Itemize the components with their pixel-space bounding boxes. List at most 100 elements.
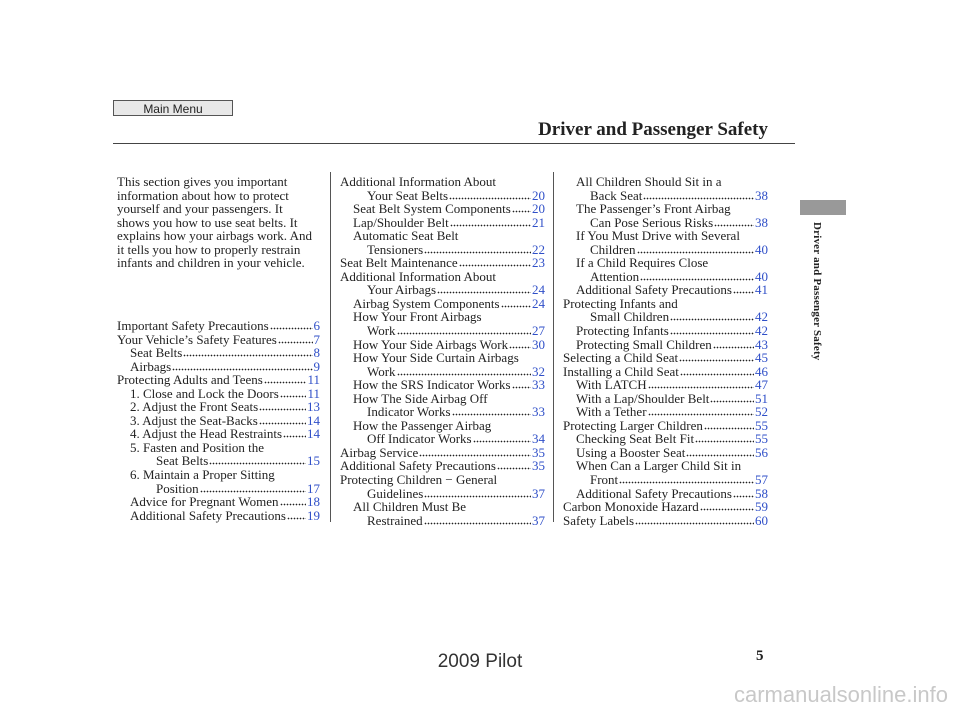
- toc-text: How Your Side Airbags Work: [353, 336, 509, 352]
- toc-page[interactable]: 35: [532, 458, 545, 474]
- toc-line: How Your Front Airbags: [353, 309, 482, 325]
- toc-page[interactable]: 33: [532, 404, 545, 420]
- toc-page[interactable]: 38: [755, 214, 768, 230]
- toc-entry: How Your Side Airbags Work 30: [340, 338, 545, 352]
- toc-page[interactable]: 55: [755, 417, 768, 433]
- toc-page[interactable]: 6: [313, 318, 321, 333]
- toc-entry: Front 57: [563, 473, 768, 487]
- toc-page[interactable]: 34: [532, 431, 545, 447]
- toc-page[interactable]: 47: [755, 377, 768, 393]
- dot-leader: [509, 340, 531, 349]
- toc-text: Important Safety Precautions: [117, 318, 269, 333]
- toc-page[interactable]: 57: [755, 472, 768, 488]
- toc-page[interactable]: 33: [532, 377, 545, 393]
- title-rule: [113, 143, 795, 144]
- toc-page[interactable]: 42: [755, 309, 768, 325]
- toc-text: Can Pose Serious Risks: [590, 214, 714, 230]
- toc-entry: Your Airbags 24: [340, 283, 545, 297]
- toc-text: 3. Adjust the Seat-Backs: [130, 412, 258, 428]
- toc-entry: 1. Close and Lock the Doors 11: [117, 387, 320, 401]
- toc-text: Off Indicator Works: [367, 431, 472, 447]
- intro-line: infants and children in your vehicle.: [117, 255, 305, 271]
- intro-line: information about how to protect: [117, 187, 289, 203]
- toc-page[interactable]: 55: [755, 431, 768, 447]
- toc-page[interactable]: 13: [307, 399, 320, 415]
- dot-leader: [283, 430, 306, 439]
- side-label: Driver and Passenger Safety: [811, 222, 823, 361]
- intro-line: explains how your airbags work. And: [117, 228, 312, 244]
- dot-leader: [619, 476, 754, 485]
- toc-entry: Important Safety Precautions 6: [117, 319, 320, 333]
- toc-text: 1. Close and Lock the Doors: [130, 385, 279, 401]
- toc-text: Work: [367, 323, 396, 339]
- toc-entry: Back Seat 38: [563, 187, 768, 203]
- toc-entry: Can Pose Serious Risks 38: [563, 216, 768, 230]
- toc-page[interactable]: 59: [755, 499, 768, 515]
- toc-page[interactable]: 20: [532, 201, 545, 217]
- toc-line: If You Must Drive with Several: [576, 228, 740, 244]
- dot-leader: [263, 376, 307, 385]
- toc-page[interactable]: 14: [307, 426, 320, 442]
- toc-entry: Using a Booster Seat 56: [563, 446, 768, 460]
- toc-page[interactable]: 23: [532, 255, 545, 271]
- toc-page[interactable]: 32: [532, 363, 545, 379]
- toc-page[interactable]: 43: [755, 336, 768, 352]
- toc-page[interactable]: 19: [307, 507, 320, 523]
- toc-page[interactable]: 7: [313, 331, 321, 347]
- toc-entry: Work 32: [340, 365, 545, 379]
- toc-page[interactable]: 11: [307, 385, 320, 401]
- toc-page[interactable]: 58: [755, 485, 768, 501]
- toc-page[interactable]: 22: [532, 241, 545, 257]
- toc-page[interactable]: 21: [532, 214, 545, 230]
- dot-leader: [172, 362, 313, 371]
- toc-page[interactable]: 45: [755, 350, 768, 366]
- toc-page[interactable]: 27: [532, 323, 545, 339]
- toc-page[interactable]: 17: [307, 480, 320, 496]
- toc-page[interactable]: 24: [532, 282, 545, 298]
- toc-page[interactable]: 40: [755, 268, 768, 284]
- toc-page[interactable]: 52: [755, 404, 768, 420]
- toc-entry: Off Indicator Works 34: [340, 432, 545, 446]
- dot-leader: [511, 381, 531, 390]
- dot-leader: [695, 435, 754, 444]
- toc-text: Your Airbags: [367, 282, 437, 298]
- toc-entry: With a Lap/Shoulder Belt 51: [563, 392, 768, 406]
- dot-leader: [635, 516, 754, 525]
- intro-line: shows you how to use seat belts. It: [117, 214, 298, 230]
- toc-page[interactable]: 14: [307, 412, 320, 428]
- toc-text: Position: [156, 480, 199, 496]
- toc-text: Your Vehicle’s Safety Features: [117, 331, 277, 347]
- toc-page[interactable]: 60: [755, 512, 768, 528]
- main-menu-button[interactable]: Main Menu: [113, 100, 233, 116]
- toc-entry: Airbags 9: [117, 360, 320, 374]
- toc-page[interactable]: 40: [755, 241, 768, 257]
- toc-entry: How the SRS Indicator Works 33: [340, 378, 545, 392]
- toc-column: Additional Information About Your Seat Be…: [340, 175, 545, 527]
- toc-page[interactable]: 24: [532, 295, 545, 311]
- toc-page[interactable]: 15: [307, 453, 320, 469]
- dot-leader: [258, 416, 306, 425]
- toc-page[interactable]: 42: [755, 323, 768, 339]
- toc-page[interactable]: 30: [532, 336, 545, 352]
- toc-line: The Passenger’s Front Airbag: [576, 201, 731, 217]
- toc-page[interactable]: 11: [307, 372, 320, 388]
- dot-leader: [647, 381, 754, 390]
- toc-page[interactable]: 56: [755, 444, 768, 460]
- toc-page[interactable]: 37: [532, 485, 545, 501]
- toc-page[interactable]: 20: [532, 187, 545, 203]
- toc-page[interactable]: 9: [313, 358, 321, 374]
- toc-entry: 3. Adjust the Seat-Backs 14: [117, 414, 320, 428]
- toc-page[interactable]: 35: [532, 444, 545, 460]
- toc-line: If a Child Requires Close: [576, 255, 709, 271]
- toc-page[interactable]: 8: [313, 345, 321, 361]
- toc-entry: Protecting Adults and Teens 11: [117, 373, 320, 387]
- toc-page[interactable]: 37: [532, 512, 545, 528]
- toc-page[interactable]: 38: [755, 187, 768, 203]
- toc-text: Work: [367, 363, 396, 379]
- dot-leader: [643, 191, 754, 200]
- toc-page[interactable]: 46: [755, 363, 768, 379]
- toc-text: Seat Belts: [130, 345, 183, 361]
- toc-page[interactable]: 41: [755, 282, 768, 298]
- toc-page[interactable]: 51: [755, 390, 768, 406]
- toc-page[interactable]: 18: [307, 494, 320, 510]
